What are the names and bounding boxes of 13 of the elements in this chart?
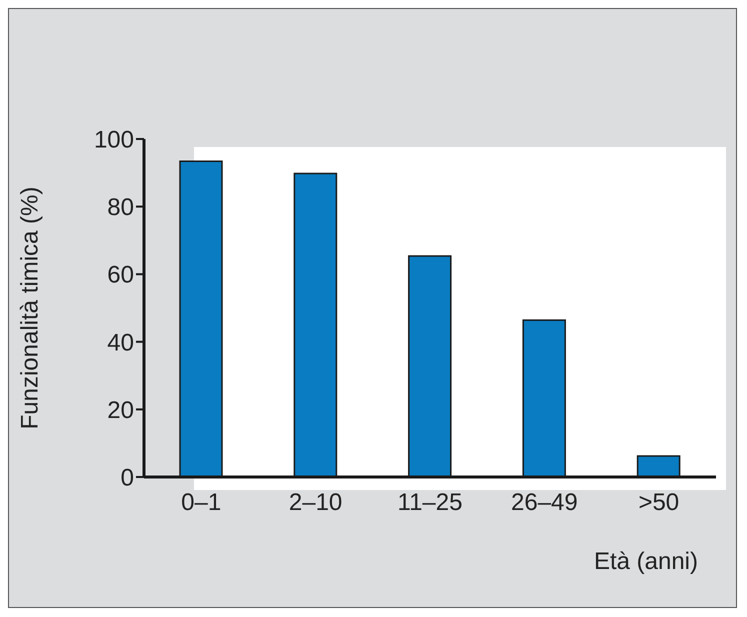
y-tick-label: 0	[120, 464, 134, 492]
y-tick-label: 80	[107, 194, 134, 222]
y-tick-label: 100	[94, 126, 134, 154]
x-tick-label: 0–1	[181, 489, 222, 516]
x-tick-label: 26–49	[511, 489, 578, 516]
x-tick-label: >50	[638, 489, 680, 516]
y-tick-label: 20	[107, 396, 134, 424]
y-axis-title: Funzionalità timica (%)	[16, 186, 44, 430]
x-tick-label: 11–25	[398, 489, 462, 516]
y-tick-label: 40	[107, 329, 134, 356]
y-tick-label: 60	[107, 262, 134, 289]
x-axis-title: Età (anni)	[594, 548, 698, 575]
x-tick-label: 2–10	[288, 489, 342, 516]
